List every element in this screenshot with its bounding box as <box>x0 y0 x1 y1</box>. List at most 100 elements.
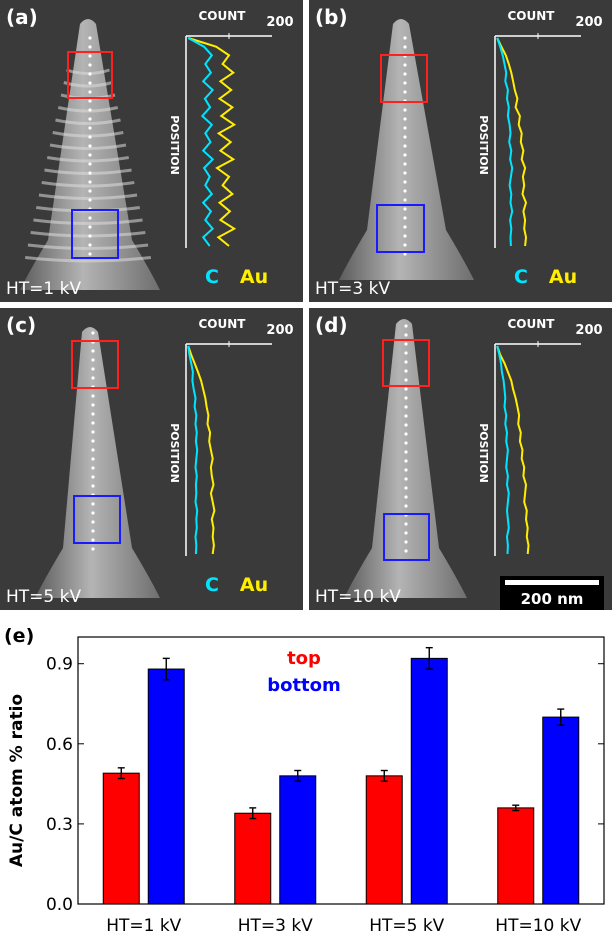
scan-dot <box>404 360 408 364</box>
scan-dot <box>404 432 408 436</box>
scan-dot <box>404 549 408 553</box>
panel-background <box>0 308 303 610</box>
bar-bottom <box>542 716 580 905</box>
panel-b-graphic: COUNT 200 POSITION C Au (b) HT=3 kV <box>309 0 612 302</box>
pillar-rib <box>49 143 127 150</box>
voltage-label: HT=3 kV <box>315 279 390 299</box>
panel-tag: (d) <box>315 313 348 337</box>
carbon-line-label: C <box>205 266 219 288</box>
scan-dot <box>403 252 407 256</box>
legend-bottom: bottom <box>267 675 341 696</box>
pillar-rib <box>33 218 143 225</box>
scan-dot <box>403 144 407 148</box>
scan-dot <box>88 189 92 193</box>
x-tick-label: HT=3 kV <box>238 916 313 936</box>
scan-dot <box>403 135 407 139</box>
scan-dot <box>404 324 408 328</box>
scan-dot <box>88 234 92 238</box>
count-axis-max: 200 <box>266 15 293 30</box>
bar-chart-panel: (e) 0.0 0.3 0.6 0.9 Au/C atom % ratio HT=1 kV H… <box>0 612 612 942</box>
scan-dot <box>403 207 407 211</box>
position-axis-label: POSITION <box>477 423 490 483</box>
top-region-box <box>382 339 430 387</box>
panel-a-graphic: COUNT 200 POSITION C Au (a) HT=1 kV <box>0 0 303 302</box>
scan-dot <box>88 36 92 40</box>
scan-dot <box>404 396 408 400</box>
scan-dot <box>404 468 408 472</box>
scan-dot <box>88 126 92 130</box>
chart-panel-tag: (e) <box>4 625 34 647</box>
scan-dot <box>91 403 95 407</box>
panel-c: COUNT 200 POSITION C Au (c) HT=5 kV <box>0 308 303 610</box>
pillar-rib <box>41 181 135 188</box>
scan-dot <box>404 405 408 409</box>
nanopillar <box>35 327 160 598</box>
scan-dot <box>88 171 92 175</box>
x-tick-label: HT=5 kV <box>369 916 444 936</box>
scan-dot <box>404 522 408 526</box>
count-axis-label: COUNT <box>199 317 247 331</box>
voltage-label: HT=1 kV <box>6 279 81 299</box>
scan-dot <box>404 459 408 463</box>
scalebar <box>505 580 599 585</box>
scan-dot <box>404 378 408 382</box>
scan-dot <box>403 162 407 166</box>
nanopillar <box>339 19 474 280</box>
scan-dot <box>88 153 92 157</box>
scan-dot <box>91 412 95 416</box>
scan-dot <box>404 495 408 499</box>
scan-dot <box>404 414 408 418</box>
count-axis-label: COUNT <box>199 9 247 23</box>
top-region-box <box>71 340 119 389</box>
pillar-rib <box>46 156 130 163</box>
scan-dot <box>88 135 92 139</box>
position-axis-label: POSITION <box>168 423 181 483</box>
scan-dot <box>404 504 408 508</box>
scan-dot <box>91 394 95 398</box>
scan-dot <box>91 520 95 524</box>
top-region-box <box>380 54 428 103</box>
scan-dot <box>403 189 407 193</box>
scan-dot <box>88 99 92 103</box>
voltage-label: HT=5 kV <box>6 587 81 607</box>
scan-dot <box>403 90 407 94</box>
panel-background <box>309 308 612 610</box>
scan-dot <box>91 538 95 542</box>
scan-dot <box>88 144 92 148</box>
scan-dot <box>88 63 92 67</box>
gold-line-label: Au <box>240 266 268 288</box>
y-tick-label: 0.0 <box>46 895 73 915</box>
bar-bottom <box>279 775 317 905</box>
pillar-rib <box>52 131 124 138</box>
bottom-region-box <box>383 513 430 561</box>
panel-b: COUNT 200 POSITION C Au (b) HT=3 kV <box>309 0 612 302</box>
scan-dot <box>88 81 92 85</box>
scan-dot <box>403 72 407 76</box>
pillar-rib <box>44 168 132 175</box>
scan-dot <box>404 351 408 355</box>
gold-profile-line <box>496 37 528 247</box>
count-axis-label: COUNT <box>508 317 556 331</box>
gold-line-label: Au <box>549 266 577 288</box>
scan-dot <box>404 450 408 454</box>
scan-dot <box>403 108 407 112</box>
scan-dot <box>91 466 95 470</box>
scan-dot <box>404 477 408 481</box>
scan-dot <box>403 126 407 130</box>
bar-top <box>102 772 140 905</box>
gold-profile-line <box>187 345 216 555</box>
pillar-rib <box>38 193 138 200</box>
scan-dot <box>91 547 95 551</box>
carbon-profile-line <box>187 37 215 247</box>
scan-dot <box>404 486 408 490</box>
panel-a: COUNT 200 POSITION C Au (a) HT=1 kV <box>0 0 303 302</box>
scan-dot <box>91 448 95 452</box>
scan-dot <box>91 529 95 533</box>
scan-dot <box>88 252 92 256</box>
scan-dot <box>91 367 95 371</box>
scan-dot <box>403 63 407 67</box>
y-axis-label: Au/C atom % ratio <box>7 694 27 867</box>
y-tick-label: 0.3 <box>46 815 73 835</box>
scan-dot <box>404 342 408 346</box>
